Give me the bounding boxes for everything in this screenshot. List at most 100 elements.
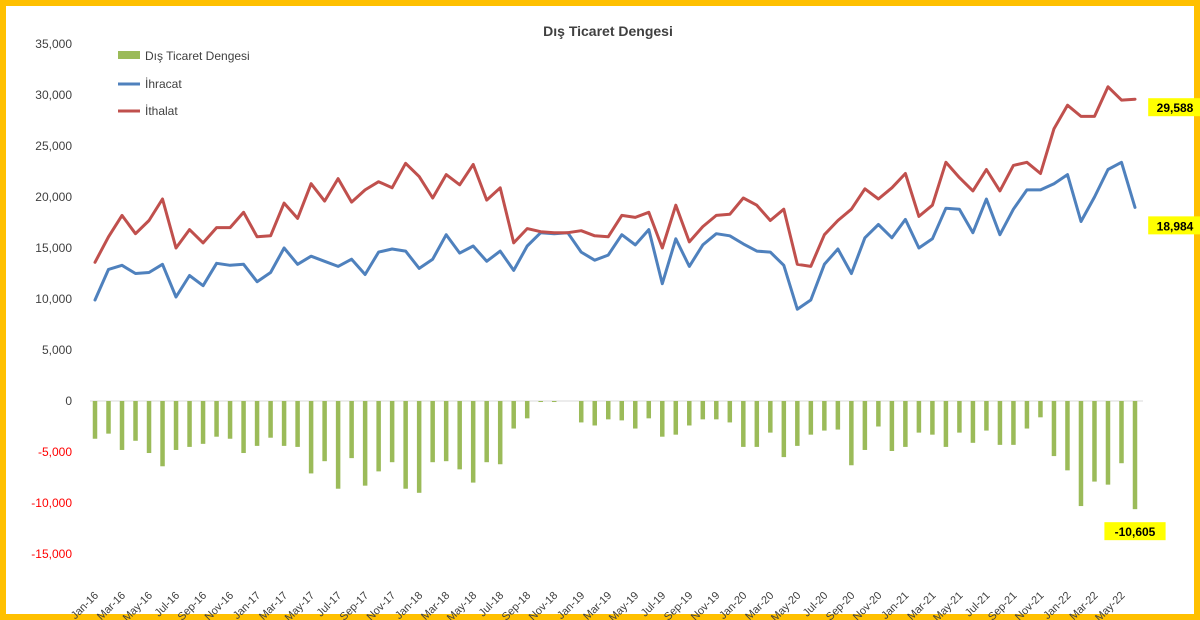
bar: [633, 401, 638, 429]
bar: [1092, 401, 1097, 482]
bar: [1038, 401, 1043, 418]
x-tick-label: May-20: [769, 590, 803, 620]
bar: [443, 401, 449, 462]
x-tick-label: May-17: [283, 590, 317, 620]
y-tick-label: 25,000: [35, 139, 72, 153]
bar: [497, 401, 503, 465]
bar: [1119, 401, 1124, 464]
bar: [470, 401, 476, 483]
bar: [416, 401, 422, 493]
bar-series: [92, 401, 1138, 510]
value-label: 18,984: [1157, 219, 1194, 233]
value-label: -10,605: [1115, 525, 1156, 539]
legend: Dış Ticaret Dengesi İhracat İthalat: [118, 49, 250, 118]
bar: [1065, 401, 1070, 471]
bar: [849, 401, 854, 466]
bar: [146, 401, 152, 454]
bar: [254, 401, 260, 446]
x-tick-label: Nov-17: [365, 590, 399, 620]
bar: [457, 401, 462, 470]
bar: [903, 401, 908, 447]
bar: [214, 401, 219, 437]
bar: [187, 401, 192, 447]
bar: [1132, 401, 1138, 510]
ithalat-line: [93, 85, 1137, 268]
bar: [119, 401, 125, 450]
y-tick-label: -10,000: [31, 496, 72, 510]
bar: [876, 401, 881, 427]
bar: [781, 401, 787, 458]
y-tick-label: -15,000: [31, 547, 72, 561]
bar: [322, 401, 327, 462]
bar: [281, 401, 287, 446]
y-tick-label: 35,000: [35, 37, 72, 51]
bar: [92, 401, 98, 439]
y-tick-label: 30,000: [35, 88, 72, 102]
legend-label: İhracat: [145, 77, 182, 91]
y-tick-label: 10,000: [35, 292, 72, 306]
bar: [484, 401, 489, 463]
bar: [700, 401, 706, 420]
line-series: [93, 85, 1137, 311]
bar: [511, 401, 516, 429]
bar: [389, 401, 395, 463]
bar: [673, 401, 679, 435]
x-tick-label: May-21: [931, 590, 965, 620]
bar: [835, 401, 841, 430]
y-axis: 35,000 30,000 25,000 20,000 15,000 10,000 5,00…: [31, 37, 1143, 561]
bar: [106, 401, 111, 434]
bar: [741, 401, 746, 447]
ihracat-line: [93, 160, 1137, 311]
bar: [768, 401, 773, 433]
x-tick-label: May-16: [121, 590, 155, 620]
bar: [1011, 401, 1016, 445]
x-tick-label: Nov-19: [689, 590, 723, 620]
bar: [173, 401, 179, 450]
value-label-bg: [1148, 216, 1200, 235]
bar: [578, 401, 584, 423]
bar: [660, 401, 665, 437]
x-tick-label: Nov-18: [527, 590, 561, 620]
bar: [430, 401, 435, 463]
x-tick-label: Nov-16: [203, 590, 237, 620]
bar: [403, 401, 408, 489]
bar: [997, 401, 1003, 445]
bar: [795, 401, 800, 446]
bar: [376, 401, 381, 472]
bar: [308, 401, 314, 474]
y-tick-label: 15,000: [35, 241, 72, 255]
bar: [349, 401, 354, 459]
y-tick-label: 0: [65, 394, 72, 408]
x-tick-label: Nov-21: [1013, 590, 1047, 620]
bar: [160, 401, 165, 467]
bar: [605, 401, 611, 420]
bar: [1078, 401, 1084, 507]
bar: [335, 401, 341, 489]
bar: [241, 401, 246, 454]
bar: [727, 401, 733, 423]
bar: [619, 401, 625, 421]
bar: [889, 401, 895, 451]
bar: [970, 401, 976, 443]
legend-label: İthalat: [145, 104, 178, 118]
bar: [862, 401, 868, 450]
bar: [268, 401, 273, 438]
x-tick-label: May-22: [1093, 590, 1127, 620]
x-axis: Jan-16Mar-16May-16Jul-16Sep-16Nov-16Jan-…: [69, 590, 1128, 620]
value-label: 29,588: [1157, 101, 1194, 115]
bar: [646, 401, 652, 419]
bar: [133, 401, 138, 441]
bar: [1051, 401, 1057, 457]
bar: [362, 401, 368, 486]
bar: [200, 401, 206, 444]
bar: [551, 401, 557, 403]
bar: [538, 401, 543, 403]
y-tick-label: 5,000: [42, 343, 72, 357]
value-label-bg: [1148, 98, 1200, 117]
bar: [984, 401, 989, 431]
x-tick-label: May-18: [445, 590, 479, 620]
bar: [714, 401, 719, 420]
bar: [754, 401, 760, 447]
